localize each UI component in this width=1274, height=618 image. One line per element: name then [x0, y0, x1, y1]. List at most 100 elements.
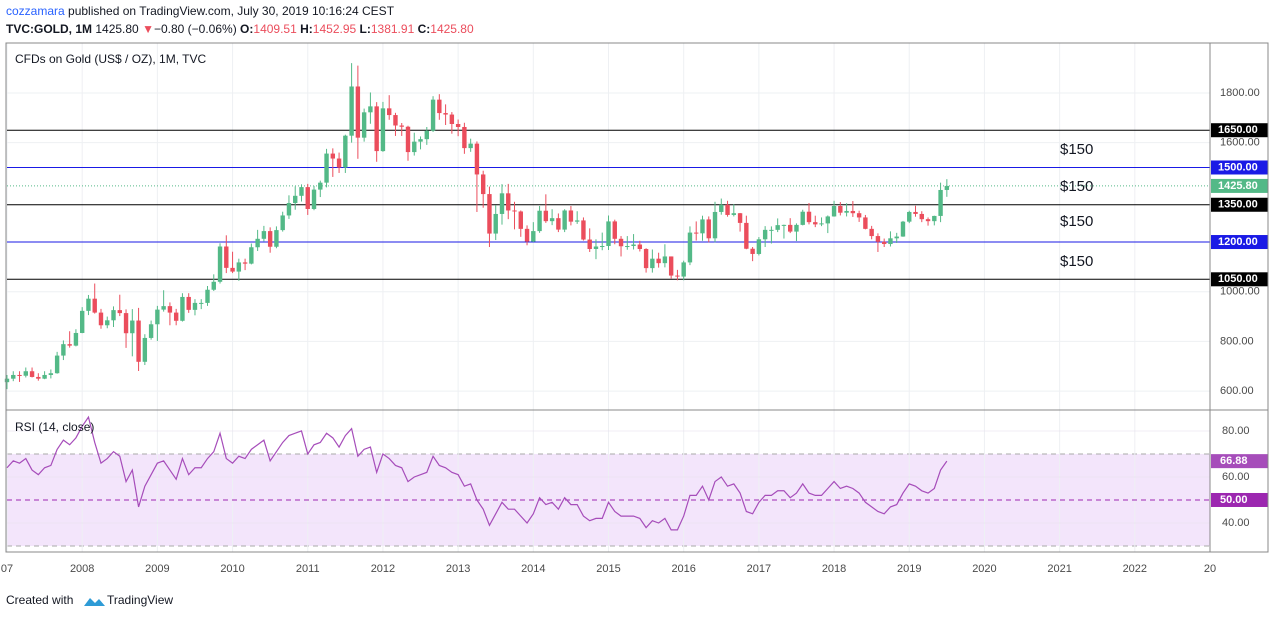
x-tick-label: 2016: [671, 563, 695, 575]
candle-body: [318, 182, 323, 190]
candle-body: [437, 99, 442, 114]
x-tick-label: 2017: [747, 563, 771, 575]
candle-body: [662, 256, 668, 264]
rsi-line: [6, 415, 948, 531]
rsi-last-label: 66.88: [1220, 455, 1248, 467]
candle-body: [675, 275, 680, 277]
candle-body: [593, 246, 599, 249]
candle-body: [631, 244, 636, 247]
y-tick-label: 40.00: [1222, 517, 1250, 529]
last: 1425.80: [95, 22, 139, 36]
candle-body: [794, 224, 799, 232]
ohlc-key: C:: [418, 22, 431, 36]
footer-brand[interactable]: TradingView: [107, 593, 173, 607]
candle-body: [11, 374, 16, 379]
candle-body: [412, 141, 417, 153]
x-tick-label: 07: [1, 563, 13, 575]
candle-body: [574, 220, 580, 222]
candle-body: [856, 213, 862, 218]
candle-body: [130, 320, 135, 334]
ohlc-value: 1425.80: [430, 22, 474, 36]
chart-title: CFDs on Gold (US$ / OZ), 1M, TVC: [15, 52, 206, 66]
candle-body: [894, 236, 899, 239]
candle-body: [61, 344, 66, 356]
candle-body: [148, 324, 154, 338]
candle-body: [687, 232, 693, 263]
y-tick-label: 80.00: [1222, 425, 1250, 437]
price-label-box: [1211, 492, 1268, 507]
candle-body: [932, 215, 937, 222]
candle-body: [919, 213, 924, 220]
candle-body: [881, 241, 887, 245]
candle-body: [280, 215, 285, 231]
annotation: $150: [1060, 213, 1093, 230]
candle-body: [512, 210, 517, 212]
candle-body: [17, 374, 22, 376]
x-tick-label: 20: [1204, 563, 1216, 575]
candle-body: [242, 262, 248, 264]
candle-body: [48, 373, 54, 375]
candle-body: [42, 374, 47, 379]
candle-body: [305, 187, 310, 209]
ohlc-value: 1381.91: [371, 22, 415, 36]
candle-body: [424, 130, 429, 140]
candle-body: [719, 204, 724, 212]
price-label-box: [1211, 454, 1268, 469]
candle-body: [230, 267, 235, 272]
price-label: 1350.00: [1218, 199, 1258, 211]
candle-body: [900, 221, 906, 237]
y-tick-label: 1600.00: [1220, 137, 1260, 149]
candle-body: [706, 219, 711, 239]
candle-body: [443, 113, 448, 115]
ohlc-value: 1452.95: [313, 22, 357, 36]
candle-body: [625, 246, 630, 248]
price-label: 1050.00: [1218, 273, 1258, 285]
price-label-box: [1211, 178, 1268, 193]
x-tick-label: 2010: [220, 563, 244, 575]
x-tick-label: 2021: [1047, 563, 1071, 575]
y-tick-label: 800.00: [1220, 335, 1254, 347]
candle-body: [155, 309, 160, 325]
candle-body: [343, 135, 348, 168]
candle-body: [831, 206, 837, 217]
annotation: $150: [1060, 253, 1093, 270]
candle-body: [23, 371, 28, 376]
x-tick-label: 2015: [596, 563, 620, 575]
publisher[interactable]: cozzamara: [6, 4, 65, 18]
candle-body: [117, 310, 122, 314]
x-tick-label: 2009: [145, 563, 169, 575]
candle-body: [907, 211, 912, 222]
candle-body: [806, 211, 812, 223]
candle-body: [587, 239, 592, 249]
candle-body: [474, 143, 480, 175]
logo: [84, 598, 105, 606]
candle-body: [355, 86, 361, 138]
candle-body: [286, 203, 292, 216]
arrow: ▼: [142, 22, 154, 36]
candle-body: [606, 221, 611, 247]
candle-body: [330, 153, 336, 159]
candle-body: [800, 211, 805, 225]
candle-body: [374, 106, 379, 152]
candle-body: [775, 225, 780, 230]
candle-body: [524, 228, 530, 242]
candle-body: [568, 210, 574, 222]
price-label-box: [1211, 123, 1268, 138]
candle-body: [349, 86, 354, 136]
candle-body: [562, 210, 567, 230]
candle-body: [167, 306, 173, 313]
candle-body: [756, 239, 762, 254]
candle-body: [725, 204, 730, 215]
x-tick-label: 2014: [521, 563, 545, 575]
candle-body: [537, 210, 542, 232]
x-tick-label: 2018: [822, 563, 846, 575]
candle-body: [123, 313, 129, 334]
candle-body: [556, 218, 561, 230]
candle-body: [863, 217, 868, 229]
candle-body: [750, 248, 755, 254]
y-tick-label: 1000.00: [1220, 286, 1260, 298]
rsi-title: RSI (14, close): [15, 420, 94, 434]
footer-text: Created with: [6, 593, 73, 607]
candle-body: [875, 236, 881, 242]
candle-body: [668, 256, 674, 276]
